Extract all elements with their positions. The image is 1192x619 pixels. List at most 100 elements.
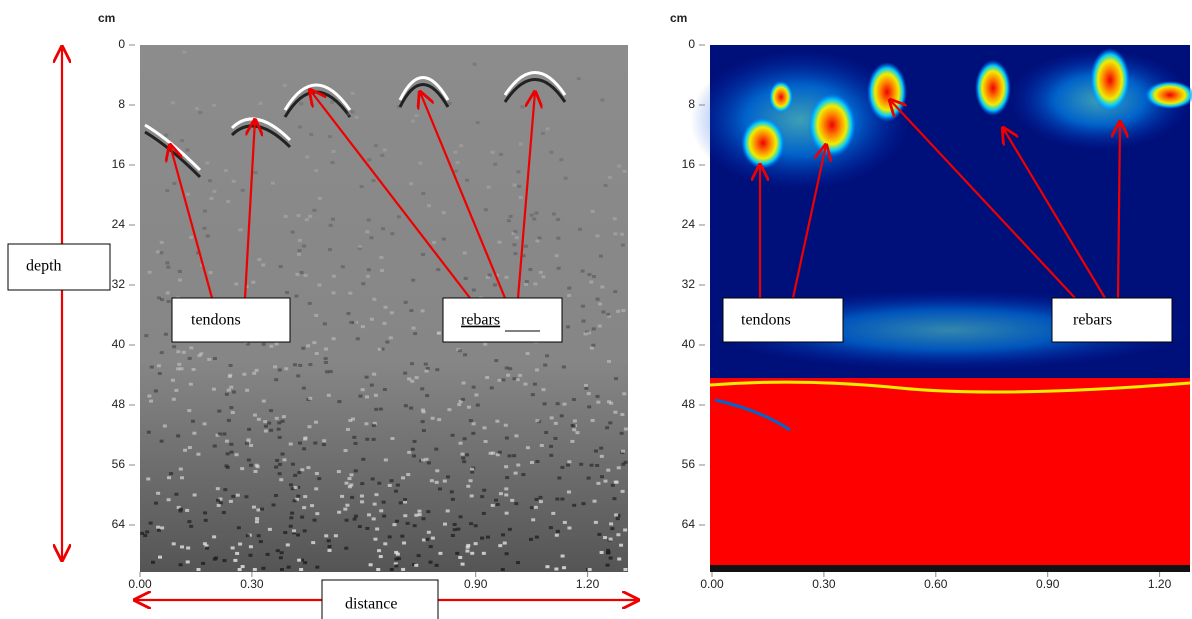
texture (176, 350, 180, 353)
texture (596, 298, 600, 301)
texture (274, 466, 278, 469)
texture (598, 303, 602, 306)
texture (513, 252, 517, 255)
texture (535, 536, 539, 539)
texture (332, 337, 336, 340)
texture (325, 370, 329, 373)
texture (267, 422, 271, 425)
texture (283, 84, 287, 87)
texture (501, 533, 505, 536)
texture (302, 387, 306, 390)
texture (469, 522, 473, 525)
texture (163, 424, 167, 427)
texture (252, 506, 256, 509)
texture (593, 500, 597, 503)
texture (268, 528, 272, 531)
texture (413, 332, 417, 335)
texture (254, 470, 258, 473)
texture (242, 373, 246, 376)
texture (567, 460, 571, 463)
x-tick-label: 0.90 (464, 577, 488, 591)
texture (340, 495, 344, 498)
texture (165, 189, 169, 192)
texture (620, 413, 624, 416)
texture (424, 363, 428, 366)
texture (520, 105, 524, 108)
texture (397, 215, 401, 218)
texture (350, 496, 354, 499)
texture (298, 126, 302, 129)
texture (516, 170, 520, 173)
texture (508, 528, 512, 531)
texture (515, 236, 519, 239)
texture (453, 523, 457, 526)
texture (334, 534, 338, 537)
texture (470, 494, 474, 497)
texture (358, 525, 362, 528)
y-tick-label: 0 (118, 37, 125, 51)
texture (572, 428, 576, 431)
texture (600, 285, 604, 288)
texture (205, 547, 209, 550)
texture (379, 555, 383, 558)
texture (157, 364, 161, 367)
texture (411, 279, 415, 282)
bottom-band (710, 565, 1190, 572)
texture (367, 158, 371, 161)
texture (501, 568, 505, 571)
texture (551, 512, 555, 515)
texture (328, 135, 332, 138)
texture (554, 568, 558, 571)
texture (535, 419, 539, 422)
texture (202, 227, 206, 230)
texture (587, 477, 591, 480)
texture (180, 545, 184, 548)
y-tick-label: 56 (682, 457, 696, 471)
texture (530, 461, 534, 464)
texture (590, 464, 594, 467)
texture (553, 437, 557, 440)
texture (600, 475, 604, 478)
texture (299, 102, 303, 105)
texture (238, 543, 242, 546)
texture (369, 236, 373, 239)
texture (345, 519, 349, 522)
texture (365, 395, 369, 398)
texture (470, 468, 474, 471)
texture (351, 110, 355, 113)
texture (255, 520, 259, 523)
texture (361, 325, 365, 328)
texture (356, 337, 360, 340)
texture (426, 510, 430, 513)
texture (145, 530, 149, 533)
texture (282, 415, 286, 418)
texture (410, 362, 414, 365)
texture (347, 113, 351, 116)
texture (535, 498, 539, 501)
texture (197, 568, 201, 571)
texture (295, 273, 299, 276)
texture (191, 420, 195, 423)
texture (584, 384, 588, 387)
texture (473, 63, 477, 66)
texture (616, 310, 620, 313)
texture (455, 552, 459, 555)
texture (158, 556, 162, 559)
y-tick-label: 48 (112, 397, 126, 411)
texture (294, 295, 298, 298)
texture (461, 453, 465, 456)
texture (315, 472, 319, 475)
texture (544, 431, 548, 434)
texture (247, 438, 251, 441)
texture (212, 388, 216, 391)
texture (539, 500, 543, 503)
texture (596, 401, 600, 404)
texture (360, 495, 364, 498)
texture (260, 508, 264, 511)
texture (498, 544, 502, 547)
texture (343, 508, 347, 511)
texture (238, 568, 242, 571)
texture (510, 499, 514, 502)
texture (346, 428, 350, 431)
texture (600, 551, 604, 554)
